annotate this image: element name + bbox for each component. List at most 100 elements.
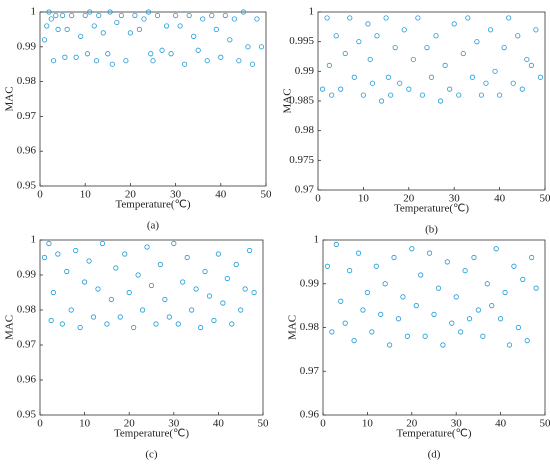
- scatter-point: [533, 27, 539, 33]
- scatter-point: [122, 251, 128, 257]
- scatter-point: [528, 62, 534, 69]
- scatter-point: [220, 300, 226, 306]
- x-tick-label: 10: [362, 418, 374, 430]
- scatter-point: [462, 268, 468, 274]
- scatter-point: [474, 39, 480, 45]
- scatter-point: [162, 296, 168, 303]
- scatter-point: [100, 30, 106, 36]
- scatter-point: [409, 246, 415, 252]
- scatter-point: [386, 342, 393, 348]
- scatter-point: [62, 54, 68, 60]
- scatter-point: [46, 240, 52, 247]
- scatter-point: [150, 58, 156, 64]
- scatter-point: [189, 307, 195, 313]
- scatter-point: [48, 16, 54, 22]
- y-tick-label: 0.95: [17, 409, 37, 421]
- y-tick-label: 0.95: [17, 180, 37, 192]
- scatter-point: [496, 92, 503, 98]
- scatter-point: [44, 23, 50, 29]
- scatter-point: [258, 44, 265, 50]
- scatter-point: [418, 272, 424, 278]
- scatter-point: [378, 98, 385, 104]
- y-tick-label: 0.97: [295, 184, 315, 196]
- scatter-point: [127, 30, 133, 36]
- x-tick-label: 10: [80, 189, 92, 201]
- scatter-point: [166, 314, 172, 320]
- scatter-point: [177, 23, 183, 29]
- scatter-point: [458, 329, 464, 335]
- caption: (c): [145, 449, 158, 461]
- scatter-point: [466, 316, 473, 322]
- y-tick-label: 1: [314, 234, 320, 246]
- scatter-point: [529, 254, 535, 261]
- scatter-point: [173, 12, 179, 19]
- scatter-point: [171, 240, 177, 247]
- scatter-point: [193, 286, 199, 292]
- x-axis-label: Temperature(℃): [115, 199, 190, 211]
- scatter-point: [107, 9, 113, 15]
- y-tick-label: 0.99: [300, 277, 320, 289]
- y-tick-label: 0.97: [300, 365, 320, 377]
- scatter-point: [126, 289, 132, 296]
- scatter-point: [524, 56, 530, 63]
- scatter-point: [99, 240, 106, 247]
- scatter-point: [422, 333, 428, 339]
- scatter-point: [469, 74, 475, 80]
- scatter-point: [506, 342, 513, 348]
- y-tick-label: 0.96: [17, 374, 37, 386]
- x-tick-label: 40: [494, 193, 506, 205]
- scatter-point: [413, 303, 419, 309]
- y-axis-label: MAC: [4, 315, 16, 340]
- scatter-point: [333, 33, 339, 39]
- scatter-point: [82, 12, 88, 19]
- scatter-point: [356, 39, 362, 45]
- scatter-point: [113, 265, 119, 271]
- scatter-point: [141, 16, 147, 22]
- y-tick-label: 0.995: [289, 35, 314, 47]
- y-tick-label: 0.975: [289, 154, 314, 166]
- scatter-point: [374, 33, 380, 39]
- scatter-point: [200, 16, 206, 22]
- scatter-point: [195, 47, 201, 53]
- scatter-point: [136, 26, 143, 32]
- x-tick-label: 50: [261, 189, 273, 201]
- scatter-point: [364, 289, 370, 296]
- scatter-point: [406, 86, 412, 92]
- scatter-point: [360, 307, 366, 313]
- scatter-point: [510, 80, 516, 86]
- scatter-point: [231, 16, 237, 22]
- scatter-point: [213, 26, 219, 32]
- scatter-point: [447, 86, 453, 92]
- scatter-point: [73, 247, 79, 254]
- x-tick-label: 20: [125, 189, 137, 201]
- y-tick-label: 0.96: [17, 145, 37, 157]
- scatter-point: [385, 74, 391, 80]
- scatter-point: [218, 54, 224, 60]
- scatter-point: [144, 244, 150, 250]
- scatter-point: [186, 12, 192, 19]
- scatter-point: [157, 261, 164, 268]
- scatter-point: [211, 317, 217, 324]
- y-tick-label: 0.99: [17, 269, 37, 281]
- scatter-point: [95, 286, 101, 292]
- scatter-point: [87, 9, 93, 15]
- scatter-point: [222, 12, 228, 19]
- scatter-point: [442, 62, 448, 69]
- scatter-point: [453, 294, 459, 300]
- scatter-point: [471, 254, 477, 261]
- scatter-point: [251, 289, 257, 296]
- x-tick-label: 30: [449, 193, 461, 205]
- scatter-point: [46, 9, 52, 15]
- scatter-point: [415, 15, 421, 21]
- scatter-point: [342, 320, 348, 326]
- y-tick-label: 0.985: [289, 95, 314, 107]
- scatter-point: [426, 250, 433, 256]
- scatter-point: [484, 281, 490, 287]
- scatter-point: [184, 254, 190, 261]
- scatter-point: [440, 342, 446, 348]
- x-tick-label: 0: [37, 418, 43, 430]
- scatter-point: [227, 37, 233, 43]
- x-axis-label: Temperature(℃): [114, 428, 189, 440]
- scatter-point: [533, 285, 539, 291]
- y-tick-label: 0.97: [17, 339, 37, 351]
